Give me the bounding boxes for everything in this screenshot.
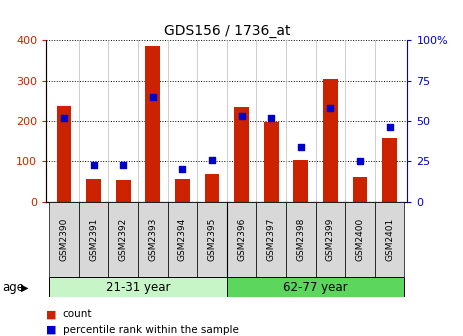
Point (386, 125, 394, 130)
Bar (49, 202, 79, 277)
Text: GSM2391: GSM2391 (89, 218, 98, 261)
Bar (49, 277, 227, 297)
Text: percentile rank within the sample: percentile rank within the sample (63, 325, 238, 335)
Text: GSM2398: GSM2398 (296, 218, 306, 261)
Point (60, 115, 68, 120)
Bar (353, 177, 368, 202)
Point (297, 144, 305, 150)
Bar (145, 46, 160, 202)
Bar (56, 106, 71, 202)
Bar (382, 138, 397, 202)
Point (179, 167, 186, 172)
Bar (375, 202, 405, 277)
Text: GSM2394: GSM2394 (178, 218, 187, 261)
Point (149, 94, 156, 99)
Text: 62-77 year: 62-77 year (283, 281, 348, 294)
Bar (175, 179, 190, 202)
Text: GSM2395: GSM2395 (207, 218, 217, 261)
Text: 21-31 year: 21-31 year (106, 281, 170, 294)
Point (208, 157, 216, 162)
Text: GSM2393: GSM2393 (148, 218, 157, 261)
Bar (323, 79, 338, 202)
Bar (345, 202, 375, 277)
Bar (86, 179, 101, 202)
Bar (205, 174, 219, 202)
Title: GDS156 / 1736_at: GDS156 / 1736_at (163, 24, 290, 38)
Text: ■: ■ (46, 325, 57, 335)
Bar (227, 202, 257, 277)
Bar (138, 202, 168, 277)
Text: ■: ■ (46, 309, 57, 319)
Text: GSM2392: GSM2392 (119, 218, 128, 261)
Bar (294, 160, 308, 202)
Point (238, 114, 245, 119)
Text: GSM2401: GSM2401 (385, 218, 394, 261)
Bar (116, 180, 131, 202)
Text: GSM2397: GSM2397 (267, 218, 276, 261)
Bar (234, 107, 249, 202)
Text: GSM2390: GSM2390 (60, 218, 69, 261)
Text: GSM2400: GSM2400 (356, 218, 364, 261)
Text: GSM2399: GSM2399 (326, 218, 335, 261)
Text: GSM2396: GSM2396 (237, 218, 246, 261)
Bar (257, 202, 286, 277)
Bar (264, 122, 279, 202)
Bar (227, 277, 405, 297)
Bar (286, 202, 316, 277)
Bar (168, 202, 197, 277)
Text: ▶: ▶ (21, 282, 28, 292)
Point (119, 162, 127, 167)
Bar (108, 202, 138, 277)
Point (357, 159, 364, 164)
Bar (79, 202, 108, 277)
Bar (316, 202, 345, 277)
Point (327, 106, 334, 111)
Bar (197, 202, 227, 277)
Text: age: age (2, 281, 25, 294)
Point (90, 162, 97, 167)
Text: count: count (63, 309, 92, 319)
Point (268, 115, 275, 120)
